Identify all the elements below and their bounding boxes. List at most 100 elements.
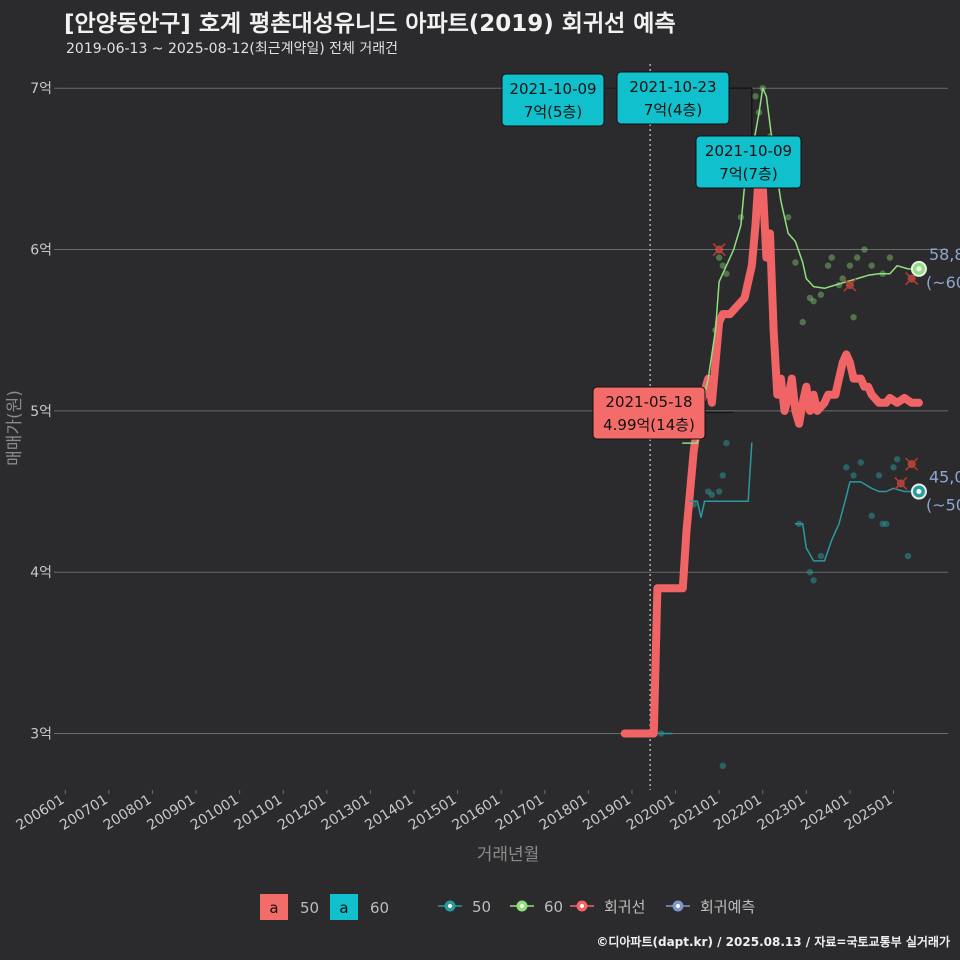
y-tick-labels: 3억 4억 5억 6억 7억 [30, 81, 52, 742]
end-area-label: (~60㎡) [926, 273, 960, 292]
scatter-point-60 [846, 262, 854, 269]
scatter-point-60 [792, 259, 799, 266]
scatter-point-60 [810, 297, 817, 305]
x-tick-label: 202201 [711, 792, 765, 834]
chart-title: [안양동안구] 호계 평촌대성유니드 아파트(2019) 회귀선 예측 [64, 11, 676, 37]
scatter-point-50 [708, 491, 716, 498]
callout-price: 4.99억(14층) [603, 416, 695, 434]
callout-date: 2021-10-23 [629, 78, 716, 96]
scatter-point-50 [850, 472, 857, 479]
callout-box [616, 71, 730, 125]
scatter-point-50 [723, 439, 730, 447]
callout-box [695, 135, 802, 189]
scatter-point-60 [853, 254, 861, 261]
callout-price: 7억(7층) [719, 165, 777, 183]
callout-price: 7억(4층) [644, 101, 702, 119]
scatter-point-60 [723, 270, 730, 277]
scatter-point-60 [828, 254, 835, 261]
cancelled-cross [894, 476, 908, 490]
scatter-point-50 [817, 552, 825, 560]
scatter-point-50 [719, 762, 726, 769]
x-tick-label: 201401 [362, 792, 416, 834]
callout-2021-10-23: 2021-10-23 7억(4층) [616, 71, 752, 125]
x-tick-label: 202001 [624, 792, 678, 834]
x-tick-label: 202101 [667, 792, 721, 834]
legend-label-60: 60 [370, 899, 389, 917]
scatter-point-50 [868, 512, 875, 519]
end-value-label: 58,800 [929, 245, 960, 264]
cancelled-mark [843, 278, 857, 292]
series-line-60 [682, 87, 920, 444]
scatter-point-60 [861, 246, 868, 253]
callout-price: 7억(5층) [524, 103, 582, 121]
y-tick-label: 7억 [30, 81, 52, 97]
end-points: 58,800 (~60㎡) 45,022 (~50㎡) [910, 245, 960, 515]
callout-box [592, 386, 706, 440]
x-tick-label: 201801 [537, 792, 591, 834]
x-tick-label: 201501 [406, 792, 460, 834]
cancelled-marks [712, 243, 919, 490]
series-line-회귀선 [620, 164, 923, 738]
legend-swatch-glyph: a [269, 899, 278, 917]
callout-2021-10-09: 2021-10-09 7억(7층) [695, 88, 802, 189]
x-tick-label: 200901 [144, 792, 198, 834]
y-tick-label: 5억 [30, 404, 52, 420]
scatter-point-50 [890, 464, 897, 471]
legend-dot-core [580, 904, 584, 908]
x-tick-label: 201601 [449, 792, 503, 834]
scatter-point-60 [752, 93, 759, 100]
scatter-point-60 [817, 291, 825, 298]
y-tick-label: 3억 [30, 727, 52, 743]
legend-swatch-60 [330, 894, 358, 920]
legend-label-50: 50 [300, 899, 319, 917]
scatter-point-60 [886, 254, 894, 261]
scatter-point-60 [806, 294, 814, 302]
legend-label-회귀선: 회귀선 [604, 898, 645, 916]
end-point-core [916, 489, 922, 495]
x-tick-labels: 2006012007012008012009012010012011012012… [14, 790, 896, 834]
callout-box [501, 73, 605, 127]
scatter-point-50 [904, 552, 912, 560]
x-tick-label: 201001 [188, 792, 242, 834]
cancelled-mark [905, 457, 919, 471]
x-tick-label: 200601 [14, 792, 68, 834]
end-area-label: (~50㎡) [926, 496, 960, 515]
y-tick-label: 6억 [30, 243, 52, 259]
x-tick-label: 201301 [319, 792, 373, 834]
scatter-point-50 [719, 472, 726, 479]
x-tick-label: 202301 [755, 792, 809, 834]
x-tick-label: 201101 [232, 792, 286, 834]
series-line-50 [660, 442, 920, 735]
x-axis-title: 거래년월 [477, 845, 540, 865]
callout-2021-05-18: 2021-05-18 4.99억(14층) [592, 386, 734, 440]
y-tick-label: 4억 [30, 565, 52, 581]
scatter-point-50 [883, 520, 890, 527]
y-axis-title: 매매가(원) [5, 390, 25, 466]
end-value-label: 45,022 [929, 468, 960, 487]
legend-dot-core [448, 904, 452, 908]
callout-date: 2021-05-18 [605, 393, 692, 411]
scatter-point-60 [719, 262, 726, 269]
callout-2021-10-09: 2021-10-09 7억(5층) [501, 73, 752, 127]
legend-dot-core [676, 904, 680, 908]
cancelled-cross [843, 278, 857, 292]
scatter-point-60 [784, 214, 792, 221]
scatter-point-50 [893, 456, 901, 463]
cancelled-mark [894, 476, 908, 490]
scatter-point-60 [868, 262, 875, 269]
scatter-point-50 [810, 577, 817, 584]
cancelled-cross [712, 243, 726, 257]
scatter-point-60 [715, 254, 723, 261]
x-tick-label: 202501 [842, 792, 896, 834]
x-tick-label: 201701 [493, 792, 547, 834]
x-tick-label: 201201 [275, 792, 329, 834]
legend-label-회귀예측: 회귀예측 [700, 898, 755, 916]
cancelled-cross [905, 457, 919, 471]
scatter-point-60 [824, 262, 832, 269]
credit-footer: ©디아파트(dapt.kr) / 2025.08.13 / 자료=국토교통부 실… [596, 935, 950, 949]
x-tick-label: 200801 [101, 792, 155, 834]
x-tick-label: 201901 [580, 792, 634, 834]
scatter-point-50 [875, 472, 883, 479]
